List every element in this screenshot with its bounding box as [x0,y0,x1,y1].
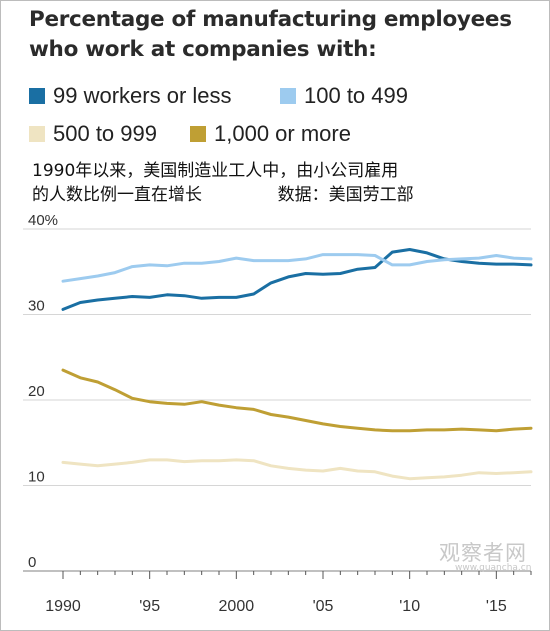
chart-title-line-1: Percentage of manufacturing employees [29,7,512,32]
series-line-2 [61,253,533,283]
legend-swatch [29,88,45,104]
y-tick-label: 0 [28,554,36,571]
x-tick-label: '05 [313,598,334,615]
x-tick-label: 1990 [45,598,81,615]
y-tick-label: 20 [28,383,45,400]
series-line-3 [61,458,533,481]
legend-label: 100 to 499 [304,83,408,108]
legend: 99 workers or less 100 to 499 500 to 999… [29,83,529,153]
legend-label: 1,000 or more [214,121,351,146]
legend-swatch [190,126,206,142]
legend-swatch [280,88,296,104]
series-line-4 [61,368,533,433]
x-tick-label: '10 [399,598,420,615]
watermark-url: www.guancha.cn [455,563,532,573]
y-tick-label: 10 [28,469,45,486]
y-tick-label: 40% [28,212,58,229]
legend-swatch [29,126,45,142]
legend-item-500-to-999: 500 to 999 [29,121,157,147]
x-tick-label: '15 [486,598,507,615]
chart-title: Percentage of manufacturing employees wh… [29,5,539,65]
chart-title-line-2: who work at companies with: [29,37,377,62]
annotation-note: 1990年以来，美国制造业工人中，由小公司雇用 的人数比例一直在增长 数据：美国… [32,161,414,205]
x-tick-label: 2000 [219,598,255,615]
legend-item-100-to-499: 100 to 499 [280,83,408,109]
legend-item-1000-or-more: 1,000 or more [190,121,351,147]
legend-label: 500 to 999 [53,121,157,146]
legend-label: 99 workers or less [53,83,232,108]
legend-item-99-or-less: 99 workers or less [29,83,232,109]
x-tick-label: '95 [139,598,160,615]
y-tick-label: 30 [28,298,45,315]
watermark-logo: 观察者网 [439,541,527,565]
